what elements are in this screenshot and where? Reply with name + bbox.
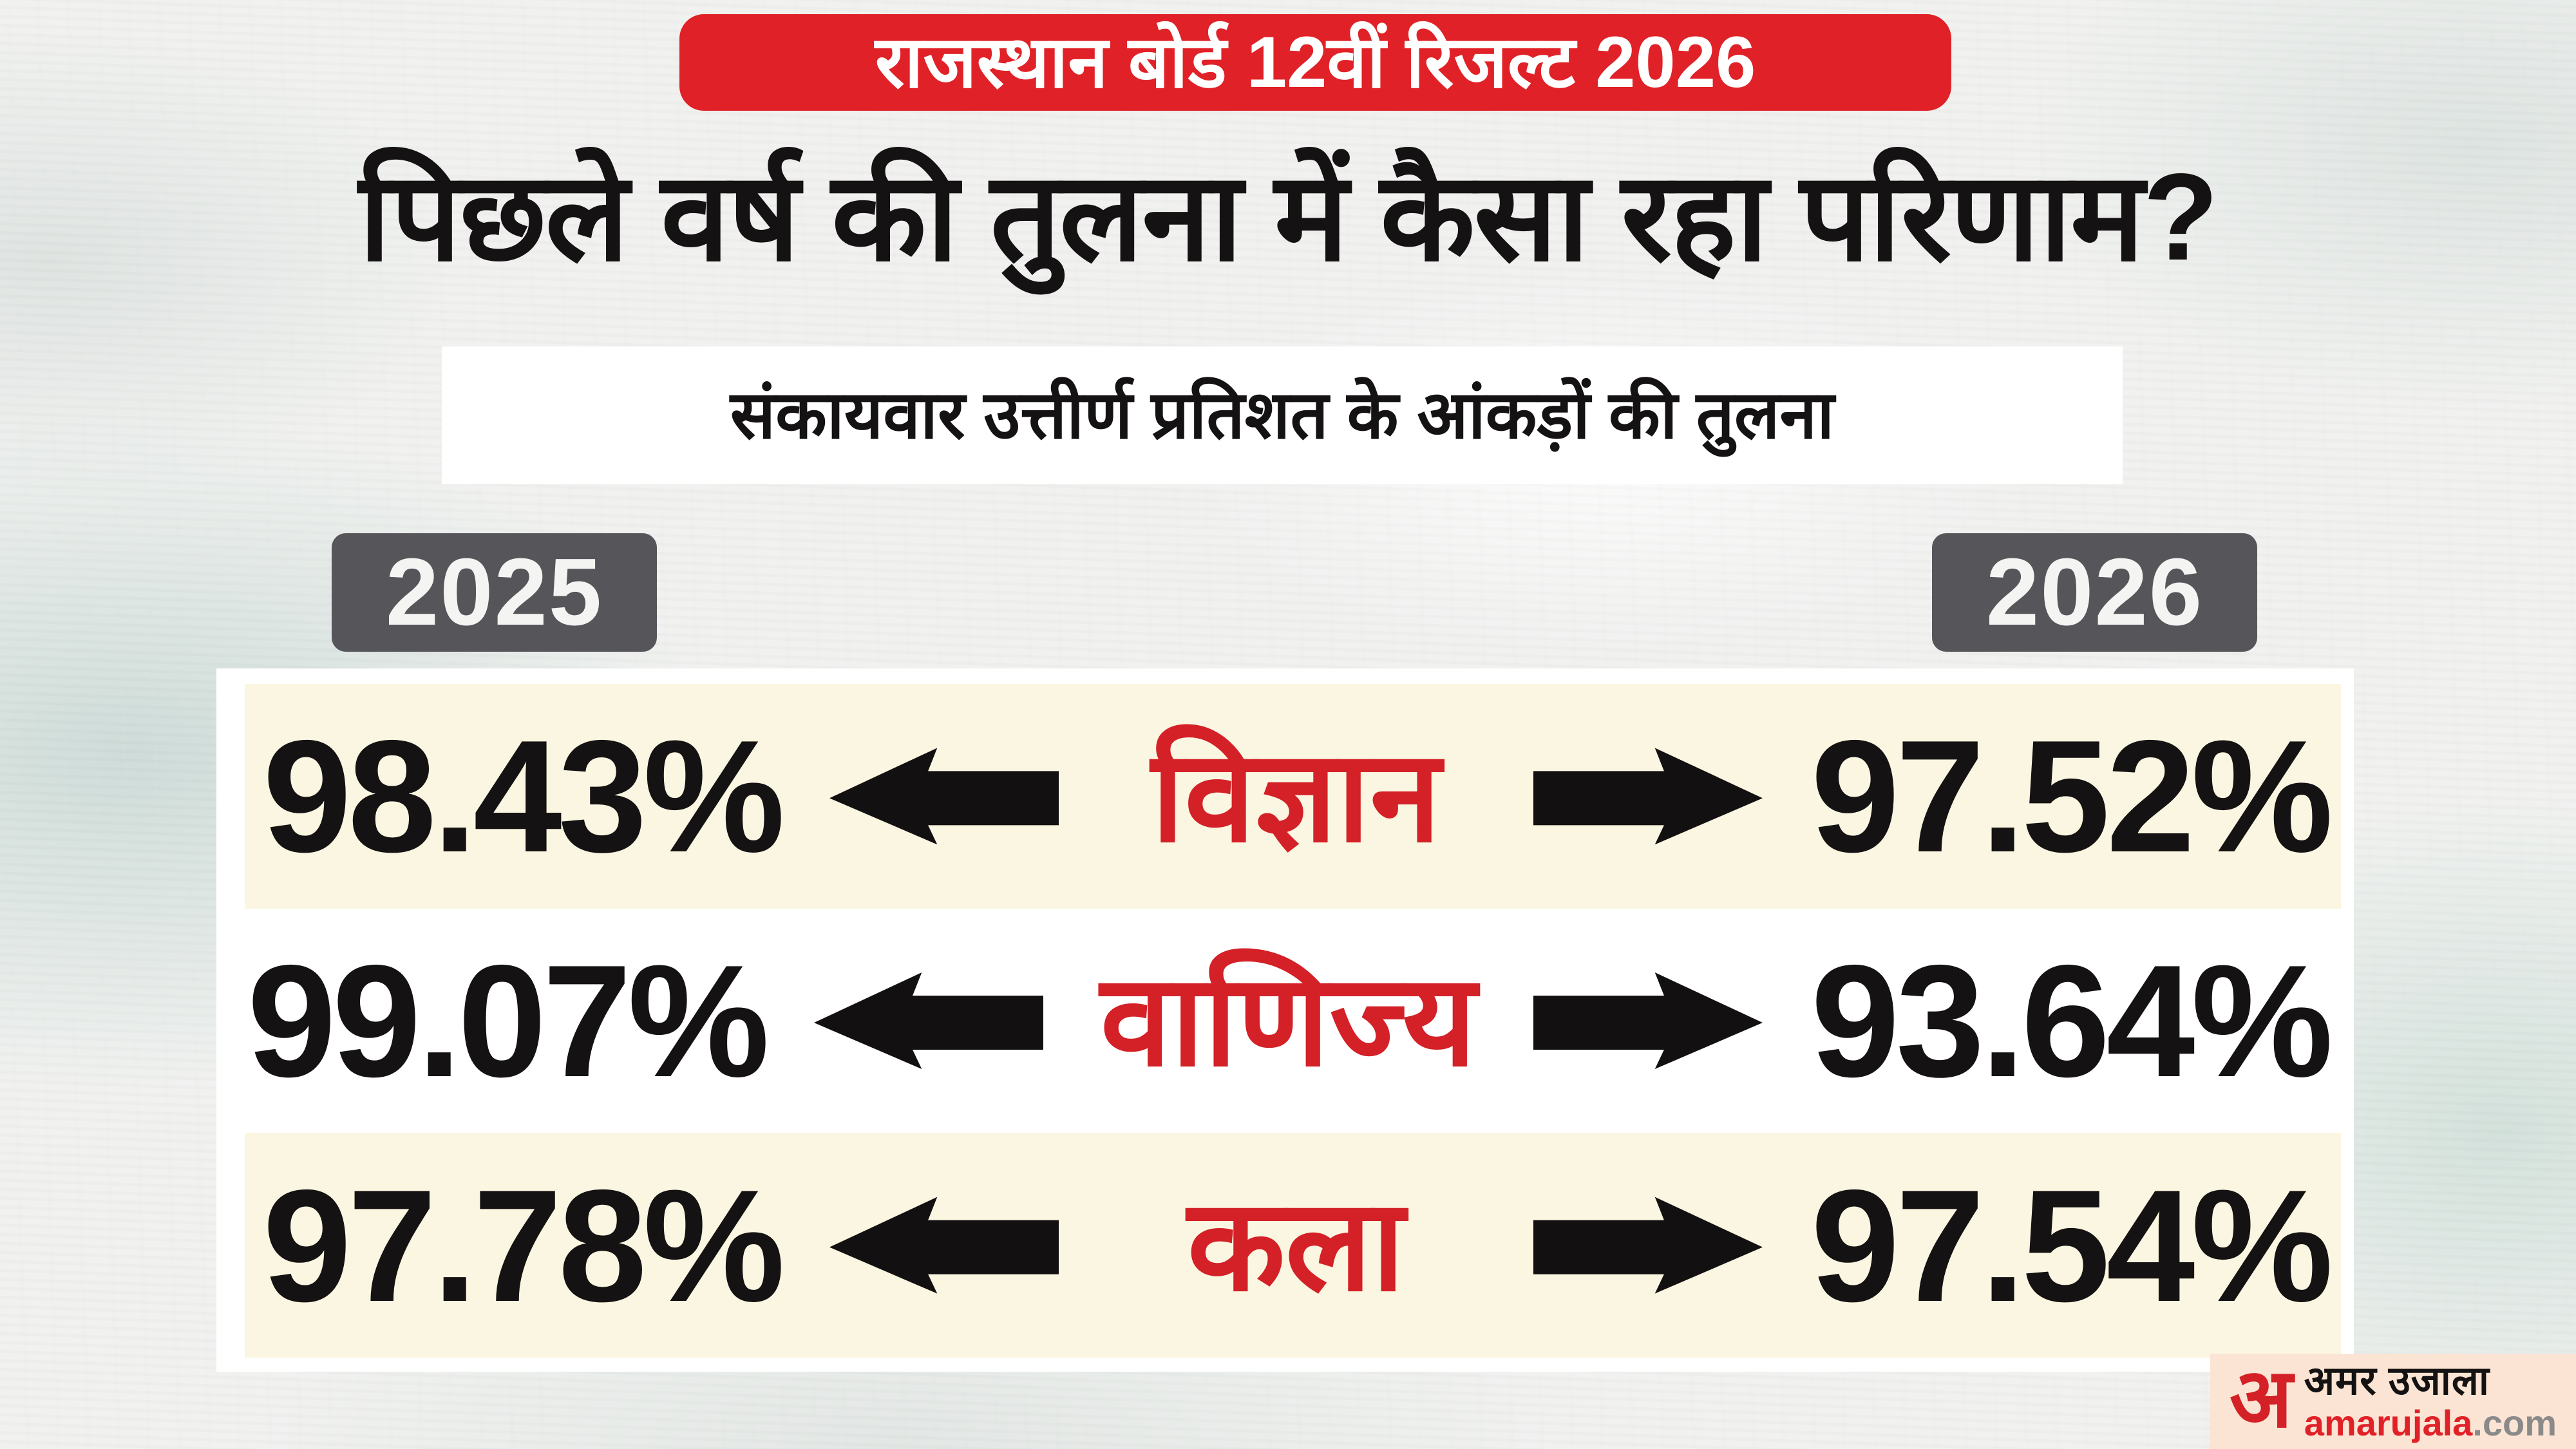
amar-ujala-domain-name: amarujala [2304, 1403, 2473, 1443]
subtitle-box: संकायवार उत्तीर्ण प्रतिशत के आंकड़ों की … [442, 346, 2123, 484]
faculty-row-science: 98.43% विज्ञान 97.52% [245, 684, 2341, 909]
left-arrow-icon [829, 1197, 1059, 1294]
comparison-panel: 98.43% विज्ञान 97.52% 99.07% वाणिज्य 93.… [216, 668, 2354, 1372]
amar-ujala-logo-text: अमर उजाला amarujala.com [2304, 1361, 2557, 1441]
faculty-label-science: विज्ञान [1151, 724, 1441, 867]
title-badge-text: राजस्थान बोर्ड 12वीं रिजल्ट 2026 [875, 22, 1756, 102]
right-arrow-icon [1533, 748, 1763, 845]
arts-2025-value: 97.78% [263, 1155, 785, 1335]
amar-ujala-logo: अ अमर उजाला amarujala.com [2210, 1354, 2576, 1449]
faculty-row-arts: 97.78% कला 97.54% [245, 1133, 2341, 1358]
amar-ujala-domain: amarujala.com [2304, 1405, 2557, 1441]
year-badge-2026: 2026 [1932, 533, 2257, 652]
year-badge-2025: 2025 [332, 533, 657, 652]
science-2026-value: 97.52% [1810, 706, 2333, 886]
faculty-label-commerce: वाणिज्य [1100, 949, 1477, 1092]
faculty-row-commerce: 99.07% वाणिज्य 93.64% [229, 908, 2341, 1133]
left-arrow-icon [814, 972, 1043, 1069]
left-arrow-icon [829, 748, 1059, 845]
amar-ujala-monogram-icon: अ [2230, 1352, 2293, 1445]
science-2025-value: 98.43% [263, 706, 785, 886]
commerce-2026-value: 93.64% [1810, 931, 2333, 1110]
arts-2026-value: 97.54% [1810, 1155, 2333, 1335]
right-arrow-icon [1533, 1197, 1763, 1294]
amar-ujala-name-hindi: अमर उजाला [2304, 1359, 2490, 1403]
amar-ujala-domain-tld: .com [2472, 1403, 2557, 1443]
title-badge: राजस्थान बोर्ड 12वीं रिजल्ट 2026 [679, 14, 1951, 111]
commerce-2025-value: 99.07% [247, 931, 770, 1110]
main-heading: पिछले वर्ष की तुलना में कैसा रहा परिणाम? [359, 147, 2219, 286]
subtitle-text: संकायवार उत्तीर्ण प्रतिशत के आंकड़ों की … [730, 378, 1835, 453]
faculty-label-arts: कला [1187, 1174, 1405, 1317]
right-arrow-icon [1533, 972, 1763, 1069]
